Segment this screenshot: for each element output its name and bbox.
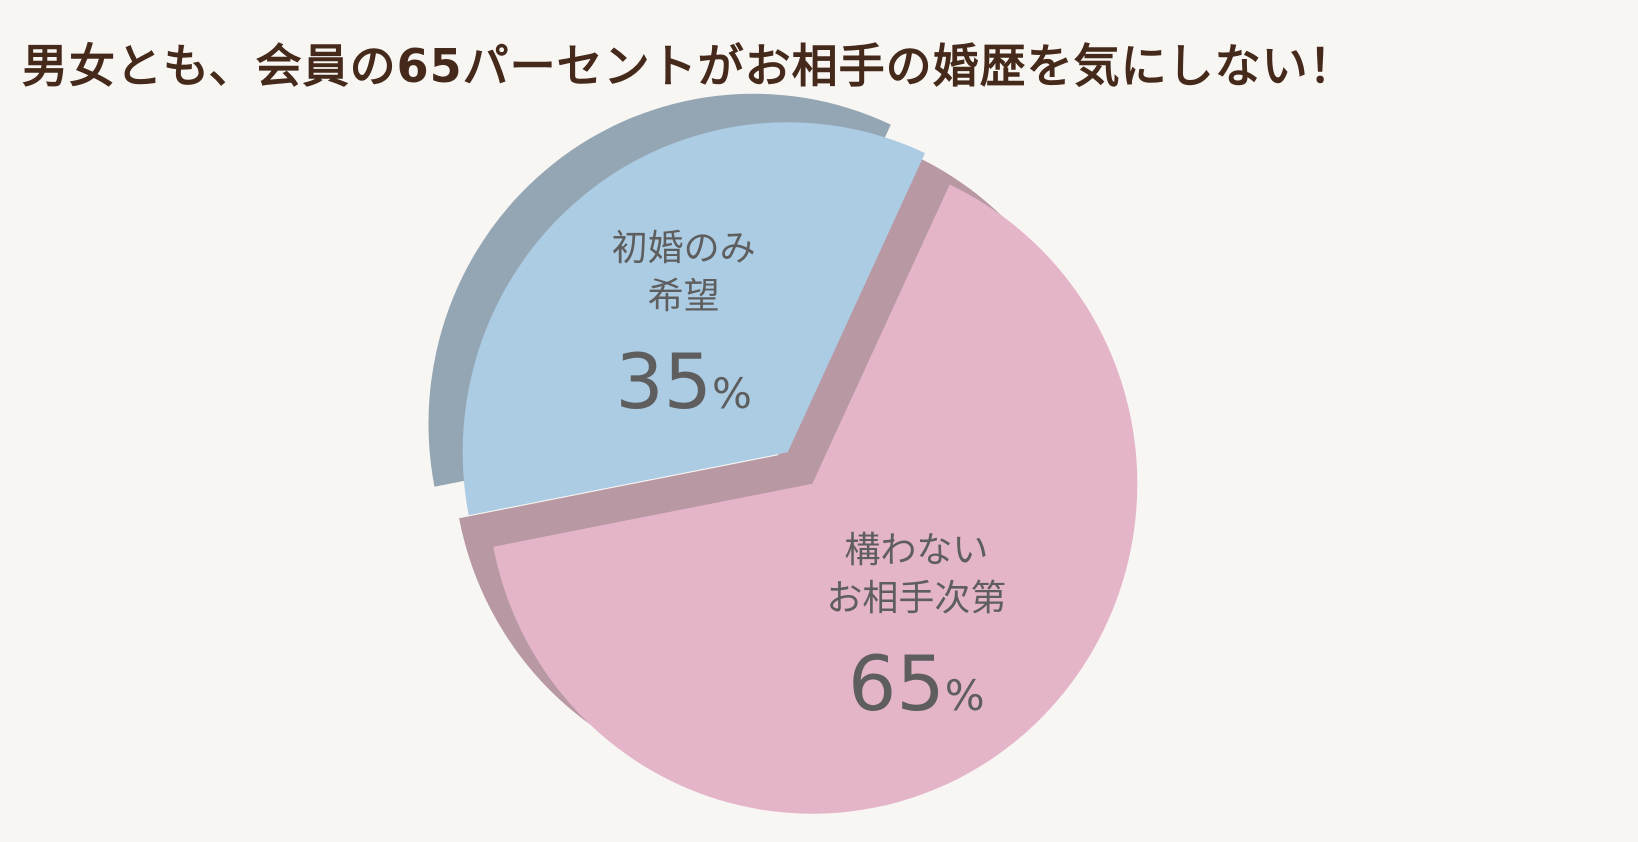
slice-label-1-line-0: 初婚のみ (612, 228, 756, 269)
slice-value-unit-0: % (945, 671, 985, 720)
pie-slice-1 (462, 122, 926, 516)
slice-label-1-line-1: 希望 (648, 276, 720, 317)
slice-value-0: 65% (848, 639, 985, 728)
slice-label-0-line-1: お相手次第 (826, 578, 1006, 619)
slice-value-number-1: 35 (615, 337, 712, 426)
slice-value-number-0: 65 (848, 639, 945, 728)
pie-slice-0 (493, 184, 1138, 814)
page-title: 男女とも、会員の65パーセントがお相手の婚歴を気にしない！ (22, 39, 1356, 93)
slice-value-1: 35% (615, 337, 752, 426)
slice-label-0-line-0: 構わない (844, 530, 988, 571)
slice-value-unit-1: % (712, 369, 752, 418)
